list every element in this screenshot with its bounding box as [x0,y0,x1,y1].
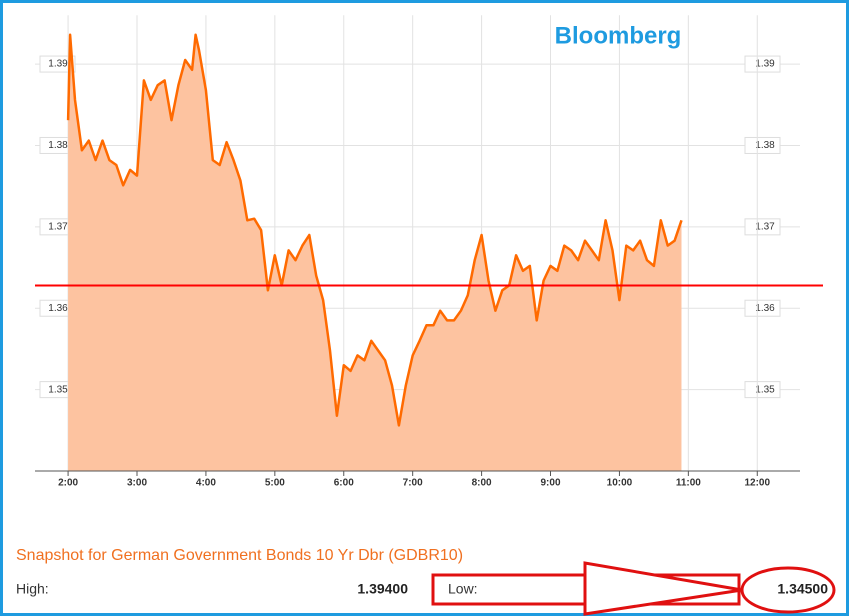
annotation: Bloomberg [555,22,682,49]
y-tick-box [39,55,76,73]
x-tick-label: 9:00 [541,478,561,489]
high-label: High: [16,581,49,597]
y-tick-box [744,218,781,236]
y-tick-label: 1.35 [48,384,68,395]
plot: 1.35 1.35 1.36 1.36 1.37 1.37 1.38 1.38 1.39 1.39… [35,15,823,489]
y-tick-label: 1.37 [48,221,68,232]
x-tick-label: 2:00 [58,478,78,489]
low-value: 1.34500 [777,581,828,597]
x-tick-label: 8:00 [472,478,492,489]
x-tick-label: 10:00 [607,478,633,489]
x-tick-label: 3:00 [127,478,147,489]
y-tick-label: 1.35 [755,384,775,395]
snapshot-title: Snapshot for German Government Bonds 10 … [16,547,463,564]
y-tick-label: 1.37 [755,221,775,232]
x-tick-label: 5:00 [265,478,285,489]
y-tick-box [744,381,781,399]
x-tick-label: 6:00 [334,478,354,489]
x-tick-label: 12:00 [744,478,770,489]
y-tick-label: 1.38 [755,140,775,151]
y-tick-label: 1.38 [48,140,68,151]
low-label: Low: [448,581,478,597]
x-tick-label: 11:00 [676,478,701,489]
arrow [583,561,743,616]
x-tick-label: 4:00 [196,478,216,489]
price-line [66,33,683,427]
x-tick-label: 7:00 [403,478,423,489]
y-tick-label: 1.39 [755,59,775,70]
y-tick-label: 1.39 [48,59,68,70]
y-tick-box [744,55,781,73]
high-value: 1.39400 [357,581,408,597]
y-tick-label: 1.36 [755,303,775,314]
y-tick-box [744,299,781,317]
highlight-ellipse [740,566,836,614]
y-tick-box [744,136,781,154]
area-fill [68,34,682,472]
y-tick-label: 1.36 [48,303,68,314]
